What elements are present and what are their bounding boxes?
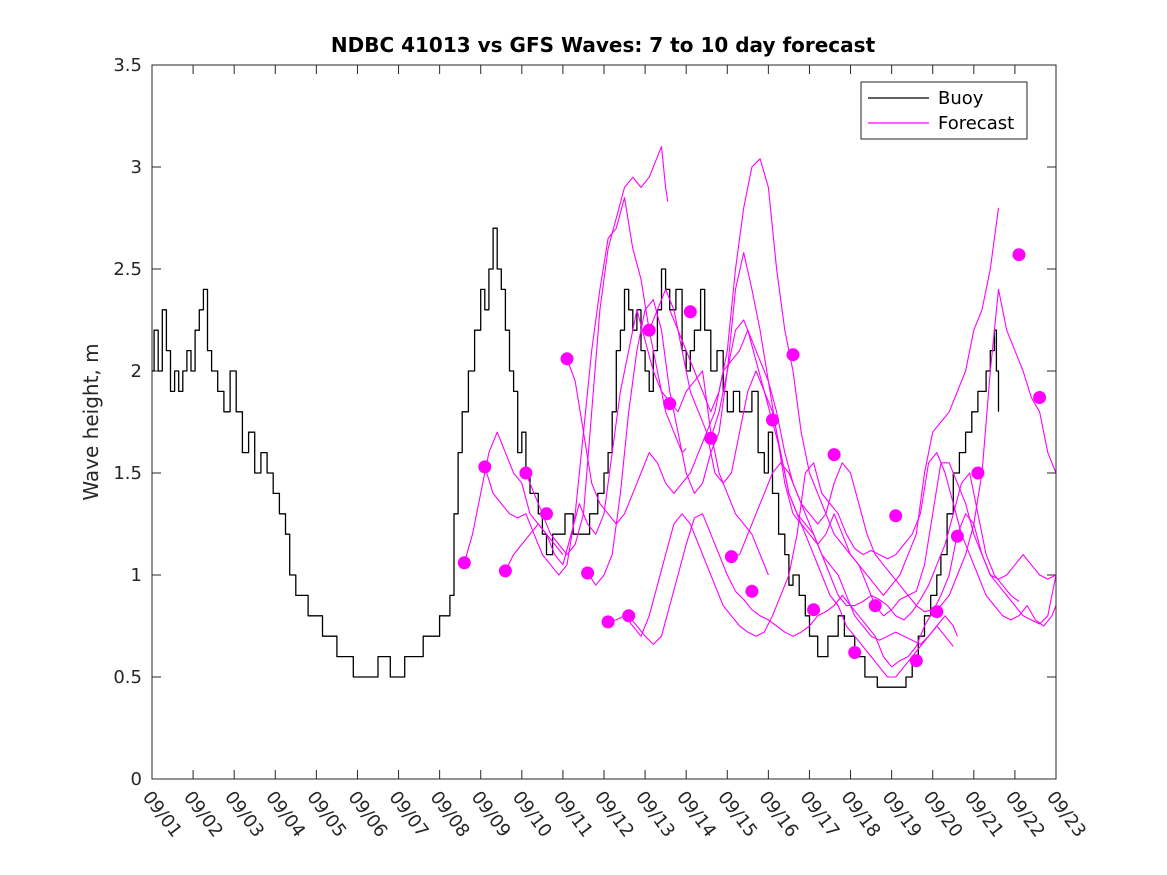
y-tick-label: 0.5	[113, 667, 142, 688]
forecast-start-marker	[971, 466, 985, 480]
y-tick-label: 3	[131, 157, 142, 178]
forecast-start-marker	[745, 584, 759, 598]
forecast-series-line-11	[710, 288, 1057, 613]
legend-box	[860, 81, 1028, 140]
forecast-start-marker	[868, 599, 882, 613]
forecast-start-marker	[786, 348, 800, 362]
y-tick-label: 0	[131, 769, 142, 790]
forecast-start-marker	[581, 566, 595, 580]
forecast-series-line-12	[731, 462, 1020, 621]
forecast-series-line-9	[648, 288, 954, 678]
axis-ticks	[151, 64, 1057, 780]
forecast-start-marker	[1012, 248, 1026, 262]
forecast-start-marker	[766, 413, 779, 427]
series-layer	[152, 146, 1057, 688]
legend-label-buoy: Buoy	[938, 88, 984, 109]
forecast-start-marker	[683, 305, 697, 319]
forecast-start-marker	[1033, 391, 1047, 404]
forecast-start-marker	[724, 550, 738, 564]
forecast-start-marker	[704, 431, 718, 445]
forecast-start-marker	[889, 509, 903, 523]
forecast-markers	[457, 248, 1047, 668]
forecast-series-line-7	[607, 452, 1057, 637]
forecast-start-marker	[930, 605, 944, 619]
forecast-start-marker	[827, 448, 841, 462]
legend-label-forecast: Forecast	[938, 113, 1014, 134]
forecast-start-marker	[622, 609, 636, 623]
forecast-series-line-6	[587, 252, 1057, 617]
forecast-start-marker	[848, 646, 862, 659]
forecast-series-line-10	[669, 158, 1000, 596]
forecast-start-marker	[642, 323, 656, 337]
forecast-start-marker	[540, 507, 553, 521]
forecast-start-marker	[950, 529, 964, 543]
y-tick-label: 3.5	[113, 55, 142, 76]
plot-frame	[151, 64, 1057, 780]
plot-area	[152, 65, 1056, 779]
forecast-start-marker	[457, 556, 471, 570]
forecast-start-marker	[663, 397, 677, 411]
y-tick-label: 1.5	[113, 463, 142, 484]
legend: Buoy Forecast	[860, 81, 1028, 140]
y-tick-label: 2	[131, 361, 142, 382]
y-tick-label: 1	[131, 565, 142, 586]
forecast-series-line-2	[484, 197, 687, 576]
forecast-start-marker	[478, 460, 492, 474]
forecast-start-marker	[498, 564, 512, 578]
forecast-start-marker	[519, 466, 533, 480]
forecast-start-marker	[601, 615, 615, 629]
forecast-series-line-8	[628, 513, 1057, 668]
y-tick-labels: 0 0.5 1 1.5 2 2.5 3 3.5	[113, 55, 142, 790]
y-axis-label: Wave height, m	[79, 343, 103, 500]
forecast-series-line-4	[525, 146, 669, 556]
y-tick-label: 2.5	[113, 259, 142, 280]
forecast-series-line-3	[504, 309, 769, 576]
forecast-start-marker	[560, 352, 574, 366]
buoy-series-line	[152, 227, 1000, 688]
chart-title: NDBC 41013 vs GFS Waves: 7 to 10 day for…	[331, 33, 876, 57]
forecast-start-marker	[909, 654, 923, 668]
forecast-start-marker	[807, 603, 821, 617]
